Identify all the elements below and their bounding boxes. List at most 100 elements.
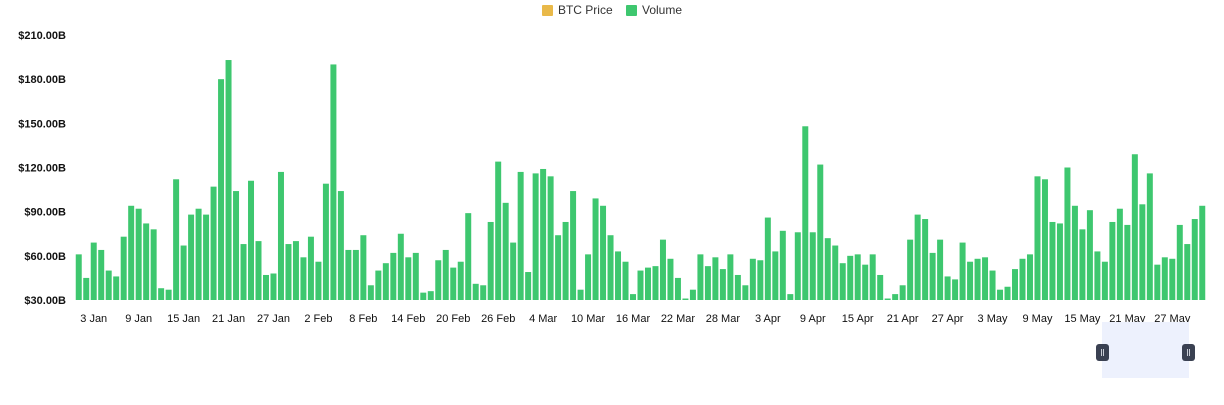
volume-bar[interactable] xyxy=(98,249,105,300)
volume-bar[interactable] xyxy=(704,266,711,300)
volume-bar[interactable] xyxy=(869,254,876,300)
volume-bar[interactable] xyxy=(585,254,592,300)
volume-bar[interactable] xyxy=(989,270,996,300)
volume-bar[interactable] xyxy=(128,205,135,300)
volume-bar[interactable] xyxy=(772,251,779,300)
volume-bar[interactable] xyxy=(113,276,120,300)
volume-bar[interactable] xyxy=(180,245,187,300)
volume-bar[interactable] xyxy=(495,161,502,300)
volume-bar[interactable] xyxy=(697,254,704,300)
volume-bar[interactable] xyxy=(847,255,854,300)
volume-bar[interactable] xyxy=(967,261,974,300)
volume-bar[interactable] xyxy=(105,270,112,300)
volume-bar[interactable] xyxy=(337,191,344,300)
volume-bar[interactable] xyxy=(1184,244,1191,300)
volume-bar[interactable] xyxy=(1176,224,1183,300)
legend-item-btc-price[interactable]: BTC Price xyxy=(541,3,613,17)
volume-bar[interactable] xyxy=(143,223,150,300)
volume-bar[interactable] xyxy=(689,289,696,300)
volume-bar[interactable] xyxy=(263,274,269,300)
volume-bar[interactable] xyxy=(854,254,861,300)
volume-bar[interactable] xyxy=(1004,286,1011,300)
volume-bar[interactable] xyxy=(1049,221,1056,300)
volume-bar[interactable] xyxy=(150,229,157,300)
volume-bar[interactable] xyxy=(75,254,82,300)
volume-bar[interactable] xyxy=(787,294,794,300)
volume-bar[interactable] xyxy=(667,258,674,300)
volume-bar[interactable] xyxy=(944,276,951,300)
volume-bar[interactable] xyxy=(712,257,719,300)
volume-bar[interactable] xyxy=(952,279,959,300)
volume-bar[interactable] xyxy=(562,221,569,300)
volume-bar[interactable] xyxy=(195,208,202,300)
volume-bar[interactable] xyxy=(1161,257,1168,300)
volume-bar[interactable] xyxy=(794,232,801,300)
volume-bar[interactable] xyxy=(532,173,539,300)
volume-bar[interactable] xyxy=(659,239,666,300)
volume-bar[interactable] xyxy=(442,249,449,300)
volume-bar[interactable] xyxy=(352,249,359,300)
volume-bar[interactable] xyxy=(1109,221,1116,300)
volume-bar[interactable] xyxy=(188,214,195,300)
volume-bar[interactable] xyxy=(203,214,210,300)
volume-bar[interactable] xyxy=(465,213,472,300)
volume-bar[interactable] xyxy=(1139,204,1146,300)
volume-bar[interactable] xyxy=(982,257,989,300)
volume-bar[interactable] xyxy=(630,294,636,300)
volume-bar[interactable] xyxy=(555,235,562,300)
volume-bar[interactable] xyxy=(899,285,906,300)
volume-bar[interactable] xyxy=(435,260,442,300)
volume-bar[interactable] xyxy=(652,266,659,300)
volume-bar[interactable] xyxy=(1079,229,1086,300)
volume-bar[interactable] xyxy=(592,198,599,300)
volume-bar[interactable] xyxy=(240,244,247,300)
volume-bar[interactable] xyxy=(307,236,314,300)
volume-bar[interactable] xyxy=(412,252,419,300)
volume-bar[interactable] xyxy=(322,183,329,300)
volume-bar[interactable] xyxy=(135,208,142,300)
volume-bar[interactable] xyxy=(974,258,981,300)
volume-bar[interactable] xyxy=(525,272,532,300)
volume-bar[interactable] xyxy=(457,261,464,300)
volume-bar[interactable] xyxy=(480,285,487,300)
volume-bar[interactable] xyxy=(1146,173,1153,300)
volume-bar[interactable] xyxy=(959,242,966,300)
volume-bar[interactable] xyxy=(779,230,786,300)
volume-bar[interactable] xyxy=(292,241,299,300)
volume-bar[interactable] xyxy=(817,164,824,300)
volume-bar[interactable] xyxy=(300,257,307,300)
volume-bar[interactable] xyxy=(577,289,584,300)
volume-bar[interactable] xyxy=(1094,251,1101,300)
volume-bar[interactable] xyxy=(884,298,891,300)
volume-bar[interactable] xyxy=(607,235,614,300)
volume-bar[interactable] xyxy=(158,288,165,300)
volume-bar[interactable] xyxy=(540,168,547,300)
volume-bar[interactable] xyxy=(907,239,914,300)
volume-bar[interactable] xyxy=(510,242,517,300)
volume-bar[interactable] xyxy=(487,221,494,300)
volume-bar[interactable] xyxy=(472,283,479,300)
volume-bar[interactable] xyxy=(233,191,240,300)
volume-bar[interactable] xyxy=(390,252,397,300)
volume-bar[interactable] xyxy=(382,263,389,300)
range-navigator[interactable] xyxy=(1096,322,1195,378)
volume-bar[interactable] xyxy=(1131,154,1138,300)
volume-bar[interactable] xyxy=(600,205,607,300)
volume-bar[interactable] xyxy=(173,179,180,300)
volume-bar[interactable] xyxy=(1034,176,1041,300)
volume-bar[interactable] xyxy=(877,274,884,300)
volume-bar[interactable] xyxy=(1101,261,1108,300)
volume-bar[interactable] xyxy=(345,249,352,300)
volume-bar[interactable] xyxy=(255,241,262,300)
volume-bar[interactable] xyxy=(360,235,367,300)
navigator-left-handle[interactable] xyxy=(1096,344,1109,361)
volume-bar[interactable] xyxy=(1064,167,1071,301)
volume-bar[interactable] xyxy=(914,214,921,300)
volume-bar[interactable] xyxy=(727,254,734,300)
volume-bar[interactable] xyxy=(997,289,1004,300)
volume-bar[interactable] xyxy=(502,202,509,300)
volume-bar[interactable] xyxy=(427,291,434,300)
volume-bar[interactable] xyxy=(225,60,232,300)
volume-bar[interactable] xyxy=(742,285,749,300)
volume-bar[interactable] xyxy=(1154,264,1161,300)
